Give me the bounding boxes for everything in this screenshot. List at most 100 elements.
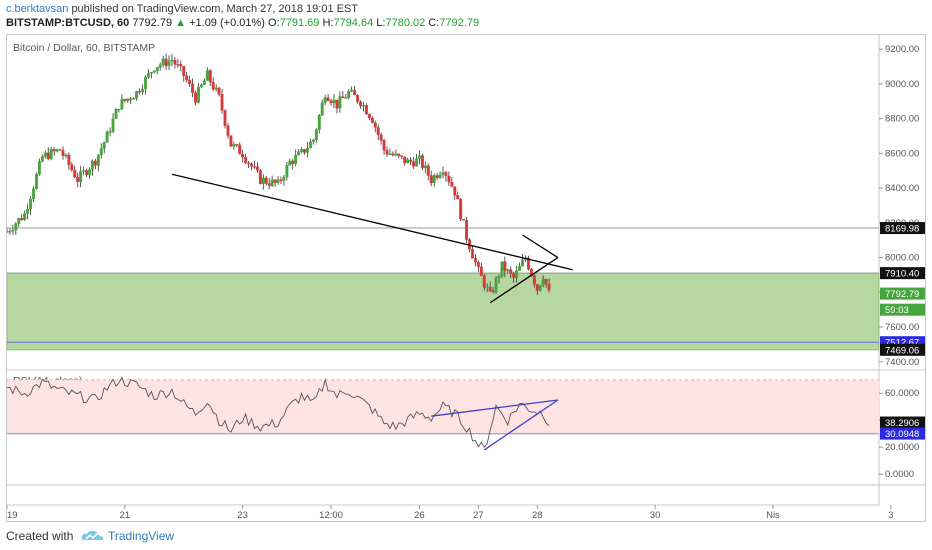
candle[interactable] (341, 90, 345, 99)
candle-body[interactable] (359, 101, 362, 107)
candle[interactable] (288, 158, 292, 166)
candle[interactable] (114, 108, 118, 119)
candle-body[interactable] (314, 129, 318, 141)
candle-body[interactable] (397, 153, 401, 156)
candle[interactable] (226, 123, 230, 139)
candle-body[interactable] (394, 153, 398, 156)
candle-body[interactable] (282, 177, 286, 181)
candle[interactable] (164, 53, 168, 70)
candle-body[interactable] (518, 265, 522, 271)
candle-body[interactable] (453, 186, 457, 196)
candle-body[interactable] (173, 59, 177, 65)
candle[interactable] (326, 94, 330, 102)
candle[interactable] (282, 174, 286, 186)
candle[interactable] (547, 278, 551, 293)
candle-body[interactable] (211, 81, 215, 90)
candle[interactable] (415, 154, 418, 167)
candle-body[interactable] (161, 58, 165, 65)
candle-body[interactable] (441, 172, 445, 175)
candle-body[interactable] (279, 179, 283, 181)
candle-body[interactable] (491, 290, 495, 293)
candle-body[interactable] (7, 231, 9, 233)
candle-body[interactable] (70, 164, 74, 171)
candle-body[interactable] (417, 155, 421, 159)
candle-body[interactable] (67, 154, 71, 165)
candle[interactable] (202, 78, 206, 85)
candle-body[interactable] (385, 150, 389, 155)
candle-body[interactable] (509, 269, 513, 274)
candle[interactable] (217, 86, 221, 97)
candle-body[interactable] (185, 75, 189, 81)
candle-body[interactable] (146, 72, 150, 78)
candle[interactable] (126, 98, 130, 103)
candle[interactable] (538, 284, 542, 292)
candle-body[interactable] (247, 162, 251, 164)
candle-body[interactable] (320, 102, 324, 116)
candle-body[interactable] (141, 88, 144, 93)
candle-body[interactable] (255, 166, 259, 171)
candle-body[interactable] (462, 219, 466, 221)
candle[interactable] (211, 77, 215, 92)
candle[interactable] (347, 88, 351, 100)
candle[interactable] (208, 69, 212, 87)
candle[interactable] (308, 138, 312, 149)
candle[interactable] (497, 274, 501, 284)
candle-body[interactable] (306, 147, 309, 153)
candle-body[interactable] (23, 213, 27, 220)
candle[interactable] (388, 148, 392, 155)
candle[interactable] (37, 158, 41, 176)
candle[interactable] (99, 143, 103, 159)
candle-body[interactable] (232, 144, 236, 147)
candle-body[interactable] (214, 87, 218, 90)
candle-body[interactable] (132, 98, 136, 100)
candle[interactable] (123, 98, 127, 103)
candle[interactable] (155, 67, 159, 75)
candle-body[interactable] (76, 177, 80, 182)
triangle-trendline[interactable] (522, 234, 559, 259)
candle-body[interactable] (152, 70, 156, 73)
candles[interactable] (7, 53, 551, 295)
candle-body[interactable] (465, 220, 469, 240)
candle[interactable] (238, 142, 242, 155)
candle[interactable] (35, 172, 38, 190)
candle[interactable] (276, 176, 280, 185)
candle-body[interactable] (20, 218, 24, 220)
candle[interactable] (503, 256, 507, 278)
candle[interactable] (179, 60, 183, 72)
candle[interactable] (376, 124, 380, 141)
candle-body[interactable] (341, 96, 345, 99)
candle[interactable] (182, 65, 186, 82)
candle-body[interactable] (391, 153, 395, 156)
candle-body[interactable] (270, 179, 274, 186)
candle-body[interactable] (135, 91, 139, 99)
candle-body[interactable] (17, 218, 21, 224)
candle-body[interactable] (202, 80, 206, 85)
candle-body[interactable] (326, 97, 330, 101)
candle-body[interactable] (415, 158, 418, 167)
candle-body[interactable] (197, 86, 200, 103)
candle-body[interactable] (300, 149, 304, 152)
candle[interactable] (55, 148, 59, 153)
candle[interactable] (11, 224, 15, 235)
candle[interactable] (235, 143, 239, 148)
candle[interactable] (191, 78, 195, 98)
candle[interactable] (541, 275, 545, 288)
candle-body[interactable] (244, 157, 248, 163)
candle-body[interactable] (105, 131, 109, 143)
candle[interactable] (264, 175, 268, 186)
candle[interactable] (49, 146, 53, 161)
candle-body[interactable] (311, 139, 315, 142)
candle[interactable] (356, 94, 360, 104)
candle[interactable] (512, 271, 516, 283)
candle-body[interactable] (420, 155, 424, 169)
candle-body[interactable] (88, 169, 91, 175)
candle[interactable] (90, 159, 94, 176)
candle[interactable] (485, 283, 489, 293)
candle[interactable] (479, 262, 483, 276)
candle[interactable] (29, 196, 33, 216)
candle-body[interactable] (335, 99, 339, 109)
candle[interactable] (473, 254, 477, 267)
candle-body[interactable] (267, 183, 271, 186)
candle[interactable] (170, 54, 174, 67)
candle[interactable] (456, 191, 460, 200)
